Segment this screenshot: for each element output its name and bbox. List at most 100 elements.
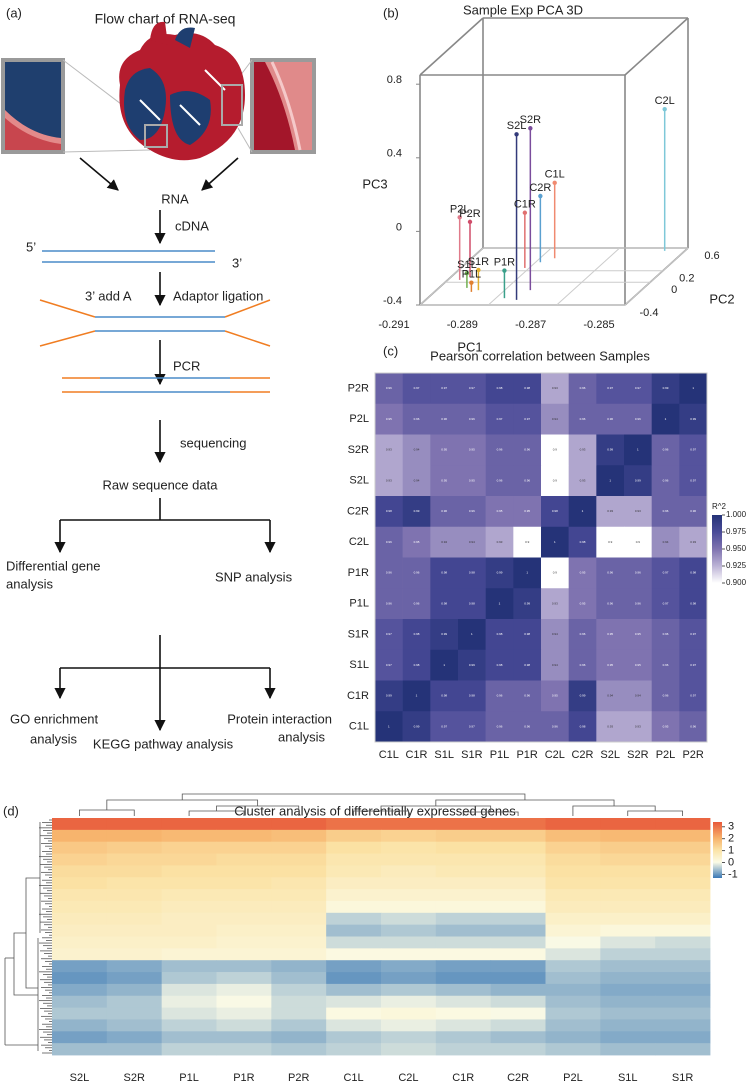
flowchart-title: Flow chart of RNA-seq bbox=[95, 11, 236, 27]
heatmap-cell bbox=[655, 818, 711, 831]
heatmap-cell bbox=[568, 680, 597, 712]
cell-value: 0.96 bbox=[663, 478, 669, 482]
heatmap-cell bbox=[271, 818, 327, 831]
point-label: S2R bbox=[520, 114, 541, 126]
cell-value: 0.98 bbox=[497, 632, 503, 636]
heatmap-cell bbox=[216, 972, 272, 985]
heatmap-cell bbox=[106, 995, 163, 1008]
heatmap-cell bbox=[326, 818, 382, 831]
heatmap-cell bbox=[568, 619, 597, 651]
heatmap-cell bbox=[600, 818, 656, 831]
colorbar-tick-label: 3 bbox=[728, 821, 734, 833]
heatmap-cell bbox=[624, 619, 652, 651]
cell-value: 0.93 bbox=[552, 386, 558, 390]
heatmap-cell bbox=[490, 960, 546, 973]
cell-value: 0.95 bbox=[635, 663, 641, 667]
heatmap-cell bbox=[655, 889, 711, 902]
heatmap-cell bbox=[271, 853, 327, 866]
point-label: P2R bbox=[459, 208, 480, 220]
heatmap-cell bbox=[271, 900, 327, 914]
heatmap-cell bbox=[545, 818, 601, 831]
cell-value: 0.96 bbox=[663, 632, 669, 636]
colorbar-tick-label: 1.000 bbox=[726, 510, 747, 519]
heatmap-cell bbox=[106, 1031, 163, 1044]
heatmap-cell bbox=[161, 995, 217, 1008]
point bbox=[469, 280, 474, 285]
cell-value: 0.96 bbox=[663, 694, 669, 698]
cell-value: 0.93 bbox=[552, 601, 558, 605]
heatmap-cell bbox=[485, 403, 514, 435]
cell-value: 0.95 bbox=[580, 571, 586, 575]
cell-value: 0.96 bbox=[386, 540, 392, 544]
heatmap-cell bbox=[545, 1031, 601, 1044]
heatmap-cell bbox=[106, 936, 163, 949]
cell-value: 0.98 bbox=[469, 694, 475, 698]
cell-value: 0.97 bbox=[635, 386, 641, 390]
cell-value: 0.98 bbox=[441, 694, 447, 698]
heatmap-cell bbox=[458, 434, 486, 466]
heatmap-cell bbox=[161, 948, 217, 961]
heatmap-cell bbox=[216, 877, 272, 890]
heatmap-cell bbox=[52, 1031, 108, 1044]
heatmap-cell bbox=[216, 960, 272, 973]
heatmap-cell bbox=[52, 924, 108, 937]
row-label: P2R bbox=[348, 382, 369, 394]
heatmap-cell bbox=[545, 960, 601, 973]
heatmap-cell bbox=[624, 434, 652, 466]
point-label: C2R bbox=[529, 182, 551, 194]
heatmap-cell bbox=[485, 588, 514, 620]
cell-value: 0.95 bbox=[580, 601, 586, 605]
point-label: C1R bbox=[514, 199, 536, 211]
cell-value: 0.93 bbox=[386, 478, 392, 482]
cell-value: 0.96 bbox=[635, 417, 641, 421]
heatmap-cell bbox=[216, 1043, 272, 1056]
heatmap-cell bbox=[430, 403, 459, 435]
heatmap-cell bbox=[624, 496, 652, 528]
heatmap-cell bbox=[490, 1007, 546, 1020]
heatmap-cell bbox=[490, 853, 546, 866]
heatmap-cell bbox=[541, 711, 569, 743]
cell-value: 1 bbox=[388, 724, 390, 728]
heatmap-cell bbox=[161, 1019, 217, 1032]
step-label: Raw sequence data bbox=[103, 477, 219, 492]
step-label: SNP analysis bbox=[215, 569, 293, 584]
heatmap-cell bbox=[679, 588, 708, 620]
heatmap-cell bbox=[545, 936, 601, 949]
column-label: P2R bbox=[288, 1072, 309, 1084]
cell-value: 0.96 bbox=[497, 694, 503, 698]
cell-value: 1 bbox=[637, 448, 639, 452]
cell-value: 0.96 bbox=[690, 509, 696, 513]
column-label: S2L bbox=[600, 749, 620, 761]
heatmap-cell bbox=[430, 526, 459, 558]
colorbar bbox=[712, 515, 722, 583]
panel-label: (b) bbox=[383, 5, 399, 20]
heatmap-cell bbox=[545, 877, 601, 890]
column-label: C1R bbox=[405, 749, 427, 761]
cell-value: 0.98 bbox=[497, 386, 503, 390]
heatmap-cell bbox=[545, 889, 601, 902]
heatmap-cell bbox=[624, 711, 652, 743]
cell-value: 0.96 bbox=[607, 417, 613, 421]
heatmap-cell bbox=[679, 403, 708, 435]
cell-value: 0.98 bbox=[690, 601, 696, 605]
heatmap-cell bbox=[485, 619, 514, 651]
heatmap-cell bbox=[216, 818, 272, 831]
heatmap-cell bbox=[458, 588, 486, 620]
heatmap-cell bbox=[490, 983, 546, 997]
heatmap-cell bbox=[435, 865, 492, 878]
cell-value: 0.94 bbox=[441, 540, 447, 544]
heatmap-cell bbox=[568, 557, 597, 589]
heatmap-cell bbox=[326, 900, 382, 914]
heatmap-cell bbox=[326, 1043, 382, 1056]
heatmap-cell bbox=[216, 924, 272, 937]
cell-value: 0.94 bbox=[635, 694, 641, 698]
row-label: C2R bbox=[347, 505, 369, 517]
cell-value: 0.98 bbox=[524, 386, 530, 390]
heatmap-cell bbox=[541, 526, 569, 558]
heatmap-cell bbox=[381, 865, 437, 878]
heatmap-cell bbox=[216, 853, 272, 866]
heatmap-cell bbox=[458, 680, 486, 712]
column-label: S2R bbox=[124, 1072, 145, 1084]
x-tick-label: -0.289 bbox=[447, 319, 478, 331]
heatmap-cell bbox=[490, 889, 546, 902]
